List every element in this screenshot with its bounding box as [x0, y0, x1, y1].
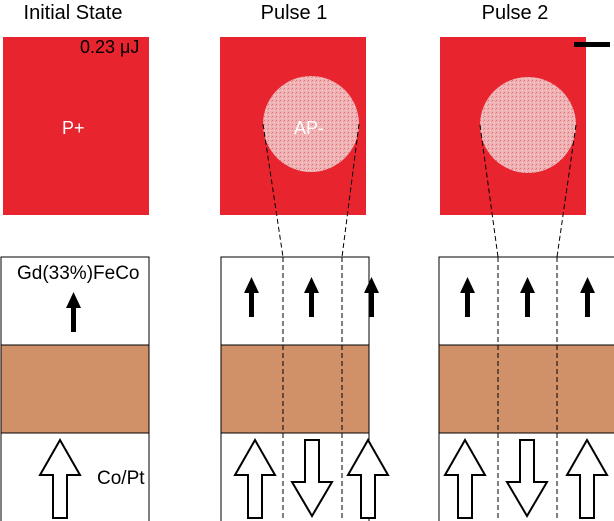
copt-up-arrow-p1-left	[233, 437, 277, 519]
copt-up-arrow-p1-right	[346, 437, 390, 519]
gdfeco-moment-arrow-initial	[66, 292, 81, 332]
projection-line-p2-left	[479, 124, 499, 258]
gdfeco-moment-arrow-p1-right	[364, 277, 379, 317]
state-label-initial: P+	[62, 118, 85, 138]
gdfeco-moment-arrow-p1-center	[304, 277, 319, 317]
gdfeco-moment-arrow-p2-center	[520, 277, 535, 317]
stack-pulse-1	[220, 256, 370, 521]
gdfeco-moment-arrow-p1-left	[244, 277, 259, 317]
pulse-energy-label: 0.23 μJ	[80, 37, 140, 57]
title-pulse-1: Pulse 1	[260, 2, 328, 24]
copt-up-arrow-p2-left	[443, 437, 487, 519]
projection-line-p1-right	[341, 123, 360, 258]
copt-down-arrow-p1-center	[290, 439, 334, 518]
switched-domain-pulse-1	[263, 76, 359, 172]
projection-line-p1-left	[262, 123, 284, 258]
layer-label-copt: Co/Pt	[97, 468, 145, 489]
copt-down-arrow-p2-center	[505, 439, 549, 518]
state-label-pulse-1: AP-	[294, 118, 325, 138]
copt-up-arrow-initial	[38, 437, 82, 519]
copt-up-arrow-p2-right	[565, 437, 609, 519]
layer-label-gdfeco: Gd(33%)FeCo	[17, 263, 140, 284]
image-initial-state	[3, 37, 149, 215]
gdfeco-moment-arrow-p2-left	[460, 277, 475, 317]
title-initial-state: Initial State	[23, 2, 123, 24]
projection-line-p2-right	[556, 124, 577, 258]
scale-bar	[574, 42, 610, 47]
title-pulse-2: Pulse 2	[481, 2, 549, 24]
gdfeco-moment-arrow-p2-right	[580, 277, 595, 317]
switched-domain-pulse-2	[480, 77, 576, 173]
